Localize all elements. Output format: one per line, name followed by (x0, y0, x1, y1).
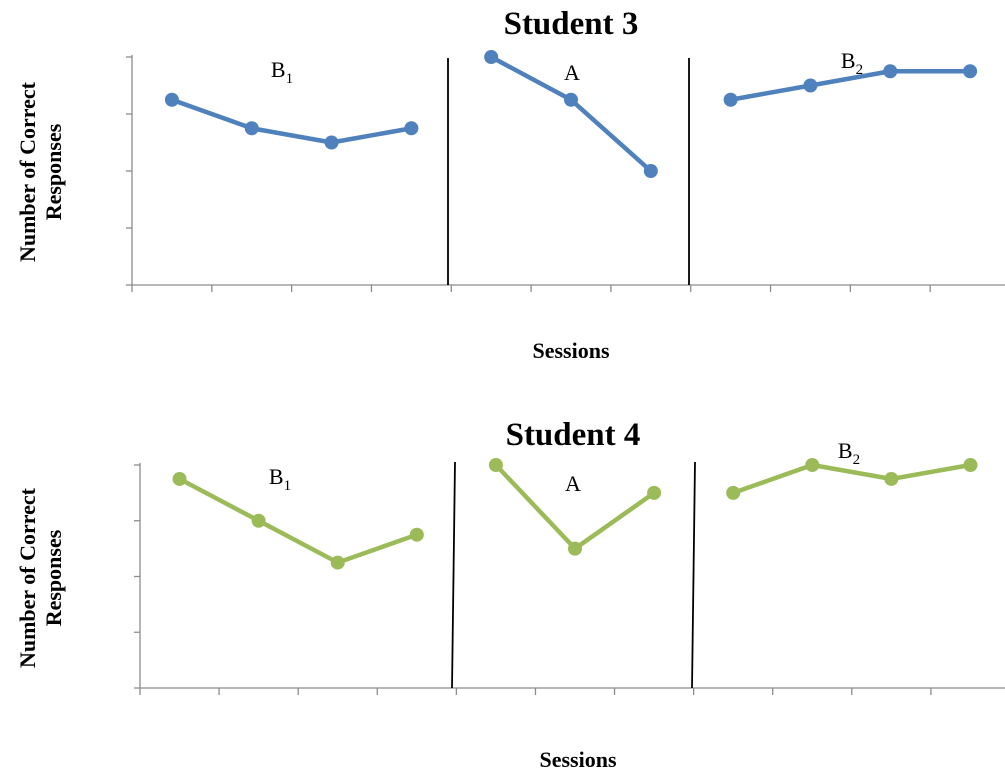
phase-label-main: B (841, 48, 856, 73)
data-point (330, 555, 345, 570)
phase-label: B1 (271, 57, 293, 87)
data-point (404, 121, 419, 136)
axes (126, 55, 1005, 292)
data-point (723, 92, 738, 107)
series-line-phase-3 (728, 69, 973, 102)
data-point (164, 92, 179, 107)
y-axis-title-line1: Number of Correct (15, 487, 40, 668)
data-point (324, 135, 339, 150)
data-point (172, 471, 187, 486)
phase-label: A (564, 60, 580, 85)
phase-label: B1 (269, 464, 291, 494)
series-line-phase-1 (177, 476, 420, 565)
phase-label-main: B (271, 57, 286, 82)
phase-label-subscript: 2 (853, 452, 861, 468)
y-axis-title: Number of Correct Responses (15, 81, 66, 262)
data-point (484, 50, 499, 64)
data-point (643, 164, 658, 178)
phase-change-lines (451, 461, 696, 689)
data-point (488, 458, 503, 472)
data-point (564, 92, 578, 107)
data-point (647, 485, 662, 500)
y-axis-title-line2: Responses (41, 529, 66, 626)
data-series (172, 458, 978, 570)
x-axis-title: Sessions (532, 338, 609, 363)
phase-label: A (565, 471, 581, 496)
phase-label-subscript: 1 (286, 71, 294, 87)
data-point (251, 513, 266, 528)
series-line-phase-3 (730, 462, 973, 496)
series-line-phase-1 (169, 97, 414, 145)
axes (134, 463, 1005, 695)
phase-label-main: A (564, 60, 580, 85)
chart-student-3: Student 3 Number of Correct Responses Se… (15, 6, 1005, 363)
data-point (805, 458, 820, 472)
data-point (409, 527, 424, 542)
y-axis-title-line2: Responses (41, 123, 66, 220)
phase-label-main: A (565, 471, 581, 496)
x-axis-title: Sessions (539, 747, 616, 772)
chart-title: Student 4 (506, 417, 641, 453)
data-point (726, 485, 741, 500)
phase-label: B2 (838, 438, 860, 468)
phase-label-main: B (838, 438, 853, 463)
y-axis-title: Number of Correct Responses (15, 487, 66, 668)
data-point (884, 471, 899, 486)
phase-label-main: B (269, 464, 284, 489)
phase-change-line (451, 461, 456, 689)
chart-title: Student 3 (504, 6, 639, 42)
data-point (883, 64, 898, 79)
phase-label: B2 (841, 48, 863, 78)
data-point (963, 458, 978, 472)
data-series (164, 50, 978, 178)
chart-student-4: Student 4 Number of Correct Responses Se… (15, 417, 1005, 772)
phase-label-subscript: 1 (284, 478, 292, 494)
data-point (803, 78, 818, 93)
phase-label-subscript: 2 (856, 62, 864, 78)
phase-change-lines (447, 58, 690, 285)
y-axis-title-line1: Number of Correct (15, 81, 40, 262)
phase-change-line (691, 461, 696, 689)
data-point (568, 541, 582, 556)
data-point (963, 64, 978, 79)
data-point (244, 121, 259, 136)
